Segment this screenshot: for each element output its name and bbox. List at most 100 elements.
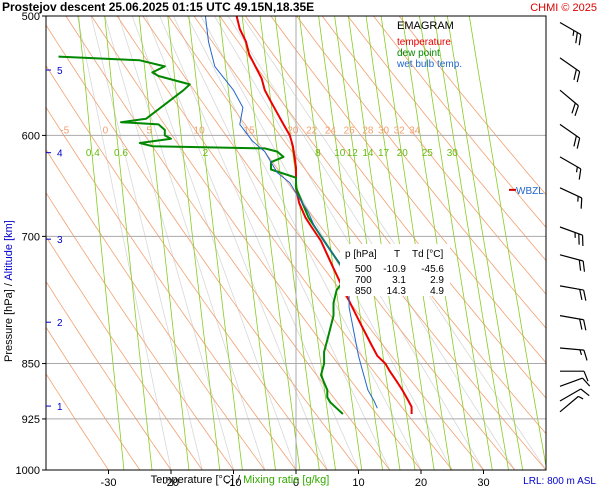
wind-barb-flag <box>583 370 589 382</box>
dry-adiabat <box>91 16 422 470</box>
wind-barb <box>559 21 582 46</box>
wind-barb <box>559 156 582 180</box>
moist-adiabat <box>173 16 391 470</box>
dry-adiabat <box>46 235 203 470</box>
altitude-tick-label: 5 <box>57 66 63 77</box>
dry-adiabat <box>46 148 266 470</box>
altitude-tick-label: 1 <box>57 402 63 413</box>
dry-adiabat <box>168 16 516 470</box>
wind-barb <box>559 315 587 331</box>
moist-adiabat <box>186 16 422 470</box>
moist-adiabat <box>131 16 297 470</box>
wind-barb-staff <box>559 347 584 351</box>
wind-barb <box>560 370 589 382</box>
copyright: CHMI © 2025 <box>530 2 597 14</box>
dry-adiabat <box>373 16 546 228</box>
y-axis-label: Pressure [hPa] / Altitude [km] <box>3 220 15 362</box>
mixing-ratio-line <box>433 16 509 470</box>
y-tick-label: 925 <box>22 414 40 426</box>
x-tick-label: 20 <box>415 477 427 489</box>
profiles <box>58 16 413 415</box>
mixing-ratio-line <box>348 16 416 470</box>
levels-table: p [hPa] T Td [°C] 500 -10.9 -45.6 700 3.… <box>340 244 450 297</box>
wind-barb <box>559 395 584 413</box>
theta-label: -5 <box>60 125 69 136</box>
legend-wet-bulb: wet bulb temp. <box>396 59 462 70</box>
y-tick-label: 1000 <box>16 465 40 477</box>
x-axis-label: Temperature [°C] / Mixing ratio [g/kg] <box>151 474 330 486</box>
y-axis-ticks: 500 600 700 850 925 1000 <box>16 11 46 477</box>
mixing-ratio-line <box>419 16 493 470</box>
x-tick-label: 30 <box>477 477 489 489</box>
wind-barb-flag <box>573 69 577 80</box>
wind-barb <box>559 285 587 301</box>
wind-barb-flag <box>579 289 583 301</box>
theta-label: 34 <box>409 125 421 136</box>
wbzl-marker: WBZL <box>509 186 544 197</box>
mixing-ratio-line <box>318 16 383 470</box>
moist-adiabat <box>214 16 484 470</box>
mixing-ratio-label: 10 <box>334 148 346 159</box>
theta-label: 15 <box>244 125 256 136</box>
theta-label: 30 <box>378 125 390 136</box>
mixing-ratio-line <box>446 16 524 470</box>
theta-label: 20 <box>287 125 299 136</box>
chart-title: Prostejov descent 25.06.2025 01:15 UTC 4… <box>2 0 314 14</box>
dry-adiabat <box>244 16 546 399</box>
mixing-ratio-line <box>78 16 125 470</box>
table-header-p: p [hPa] <box>345 249 377 260</box>
mixing-ratio-label: 25 <box>422 148 434 159</box>
mixing-ratio-line <box>401 16 474 470</box>
wind-barb-flag <box>583 319 587 331</box>
mixing-ratio-label: 30 <box>447 148 459 159</box>
dry-adiabat <box>142 16 484 470</box>
y-tick-label: 500 <box>22 11 40 23</box>
altitude-tick-label: 2 <box>57 318 63 329</box>
wind-barb <box>559 388 590 402</box>
wind-barb-flag <box>579 318 583 330</box>
legend-temperature: temperature <box>397 37 451 48</box>
wind-barb-flag <box>578 34 582 46</box>
dry-adiabat <box>347 16 546 262</box>
dry-adiabats <box>46 16 546 470</box>
wind-barb <box>559 89 579 117</box>
wind-barb-flag <box>571 102 576 114</box>
wind-barb-staff <box>559 377 583 387</box>
mixing-ratio-line <box>298 16 363 470</box>
mixing-ratio-line <box>188 16 243 470</box>
altitude-ticks: 1 2 3 4 5 <box>46 66 63 413</box>
moist-adiabat <box>241 16 546 470</box>
wind-barb-staff <box>559 254 584 262</box>
wind-barb-flag <box>582 260 586 272</box>
dry-adiabat <box>116 16 453 470</box>
mixing-ratio-label: 0.6 <box>114 148 128 159</box>
y-axis-label-altitude: Altitude [km] <box>3 220 15 281</box>
dry-adiabat <box>219 16 546 435</box>
x-tick-label: -20 <box>163 477 179 489</box>
mixing-ratio-line <box>468 16 546 469</box>
dry-adiabat <box>46 65 328 470</box>
mixing-ratio-line <box>259 16 320 470</box>
wind-barb-flag <box>575 32 578 44</box>
x-tick-label: -30 <box>101 477 117 489</box>
moist-adiabat <box>104 16 234 470</box>
x-tick-label: -10 <box>226 477 242 489</box>
wind-barb-flag <box>580 388 590 397</box>
x-tick-label: 0 <box>293 477 299 489</box>
wind-barb <box>559 377 591 387</box>
theta-label: 22 <box>306 125 318 136</box>
mixing-ratio-line <box>274 16 336 470</box>
x-tick-label: 10 <box>352 477 364 489</box>
table-row-p: 850 <box>355 286 372 297</box>
wind-barb-flag <box>578 168 582 180</box>
table-header-t: T <box>394 249 400 260</box>
wind-barb-half-flag <box>578 395 584 400</box>
lrl-label: LRL: 800 m ASL <box>523 476 596 487</box>
y-axis-label-separator: / <box>3 282 15 286</box>
wind-barb-flag <box>583 349 588 361</box>
legend-dew-point: dew point <box>397 48 440 59</box>
wind-barb <box>559 57 581 83</box>
table-header-td: Td [°C] <box>412 249 443 260</box>
x-axis-ticks: -30 -20 -10 0 10 20 30 <box>101 470 490 489</box>
y-axis-label-pressure: Pressure [hPa] <box>3 289 15 362</box>
